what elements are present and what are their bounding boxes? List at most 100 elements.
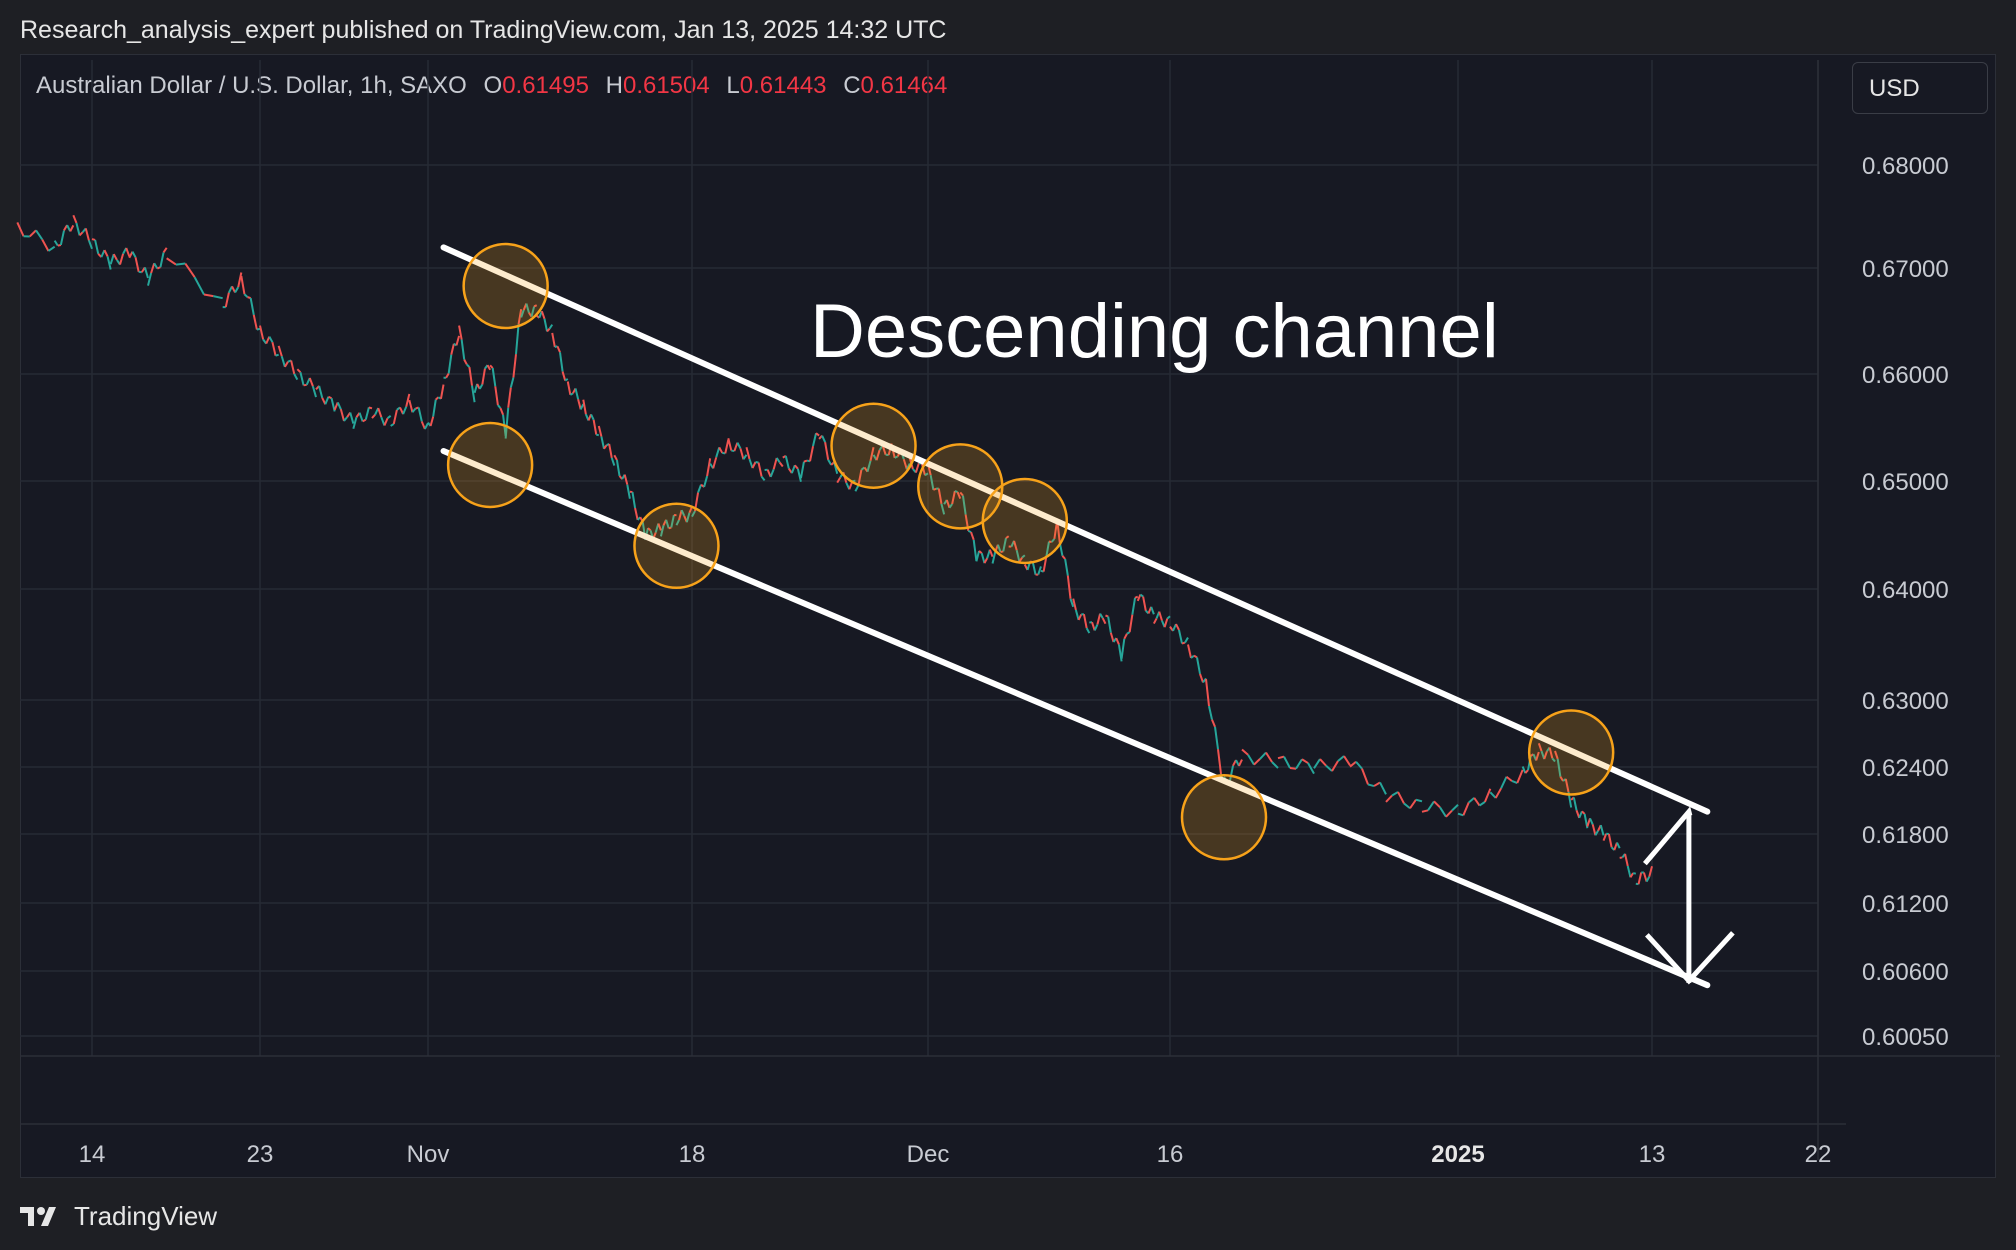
- price-segment: [1217, 749, 1222, 775]
- price-segment: [1415, 798, 1423, 803]
- price-segment: [1037, 566, 1042, 575]
- price-segment: [349, 412, 355, 424]
- price-segment: [156, 266, 161, 270]
- price-segment: [1521, 766, 1527, 774]
- price-segment: [742, 454, 748, 460]
- price-segment: [582, 399, 587, 415]
- price-segment: [1158, 611, 1163, 621]
- price-segment: [1205, 678, 1210, 707]
- price-segment: [318, 385, 324, 399]
- y-tick-label: 0.61800: [1862, 822, 1949, 849]
- price-segment: [1152, 617, 1158, 625]
- price-segment: [554, 345, 558, 349]
- y-tick-label: 0.68000: [1862, 153, 1949, 180]
- price-segment: [1484, 788, 1492, 803]
- price-segment: [980, 552, 986, 564]
- price-segment: [1229, 765, 1234, 781]
- price-segment: [1190, 654, 1195, 659]
- price-segment: [577, 399, 582, 410]
- price-segment: [1107, 616, 1112, 633]
- price-segment: [1500, 776, 1508, 789]
- price-segment: [392, 409, 398, 425]
- price-segment: [530, 306, 536, 317]
- price-segment: [106, 256, 112, 270]
- x-tick-label: Dec: [907, 1141, 950, 1168]
- price-segment: [125, 247, 131, 257]
- price-segment: [308, 377, 314, 387]
- price-segment: [184, 262, 196, 278]
- y-tick-label: 0.65000: [1862, 469, 1949, 496]
- price-segment: [724, 439, 730, 454]
- price-segment: [336, 402, 342, 410]
- price-segment: [103, 249, 109, 257]
- price-segment: [59, 230, 65, 246]
- price-segment: [647, 527, 652, 532]
- price-segment: [685, 512, 691, 523]
- price-segment: [1556, 758, 1562, 777]
- price-segment: [1126, 631, 1131, 635]
- price-segment: [1361, 768, 1369, 785]
- close-value: 0.61464: [860, 72, 948, 99]
- price-segment: [162, 247, 168, 253]
- price-segment: [1462, 802, 1470, 816]
- published-line: Research_analysis_expert published on Tr…: [20, 16, 947, 44]
- touch-point-circle: [446, 421, 534, 509]
- price-segment: [718, 446, 724, 454]
- price-segment: [445, 372, 450, 379]
- price-segment: [386, 415, 392, 420]
- price-segment: [983, 557, 989, 564]
- price-segment: [489, 364, 494, 369]
- price-segment: [159, 252, 165, 268]
- price-segment: [435, 396, 440, 401]
- price-segment: [597, 425, 603, 437]
- price-segment: [1355, 761, 1363, 770]
- x-tick-label: 23: [247, 1141, 274, 1168]
- price-segment: [463, 359, 468, 365]
- price-segment: [29, 229, 37, 238]
- price-segment: [665, 519, 670, 529]
- price-segment: [371, 413, 376, 419]
- currency-button[interactable]: USD: [1852, 62, 1988, 114]
- price-segment: [1433, 800, 1441, 808]
- touch-point-circle: [981, 477, 1069, 565]
- price-segment: [1632, 872, 1637, 875]
- y-tick-label: 0.64000: [1862, 577, 1949, 604]
- price-segment: [745, 447, 751, 460]
- price-segment: [383, 417, 389, 426]
- price-segment: [504, 407, 510, 439]
- price-segment: [1313, 758, 1321, 769]
- price-segment: [57, 243, 62, 247]
- chart-frame[interactable]: [20, 54, 1996, 1178]
- price-segment: [875, 449, 881, 461]
- price-segment: [1642, 872, 1648, 882]
- price-segment: [1325, 764, 1333, 772]
- tradingview-logo[interactable]: TradingView: [20, 1200, 217, 1232]
- price-segment: [595, 433, 600, 437]
- price-segment: [1489, 791, 1497, 799]
- price-segment: [1373, 781, 1381, 787]
- x-tick-label: 18: [679, 1141, 706, 1168]
- price-segment: [1645, 876, 1651, 883]
- low-value: 0.61443: [739, 72, 827, 99]
- price-segment: [447, 354, 453, 374]
- price-segment: [1136, 594, 1142, 602]
- price-segment: [1409, 799, 1417, 809]
- price-segment: [854, 484, 860, 492]
- x-tick-label: 14: [79, 1141, 106, 1168]
- channel-upper-line: [440, 244, 1711, 815]
- price-segment: [634, 507, 639, 521]
- price-segment: [311, 385, 317, 398]
- price-segment: [1066, 575, 1072, 599]
- price-segment: [1319, 758, 1327, 767]
- price-segment: [268, 336, 274, 343]
- price-segment: [1626, 865, 1632, 878]
- price-segment: [821, 435, 827, 443]
- price-segment: [1015, 550, 1021, 563]
- price-segment: [69, 224, 75, 232]
- price-segment: [1379, 782, 1387, 795]
- price-segment: [362, 418, 367, 423]
- price-segment: [1247, 754, 1255, 766]
- price-segment: [975, 550, 981, 562]
- price-segment: [760, 475, 766, 482]
